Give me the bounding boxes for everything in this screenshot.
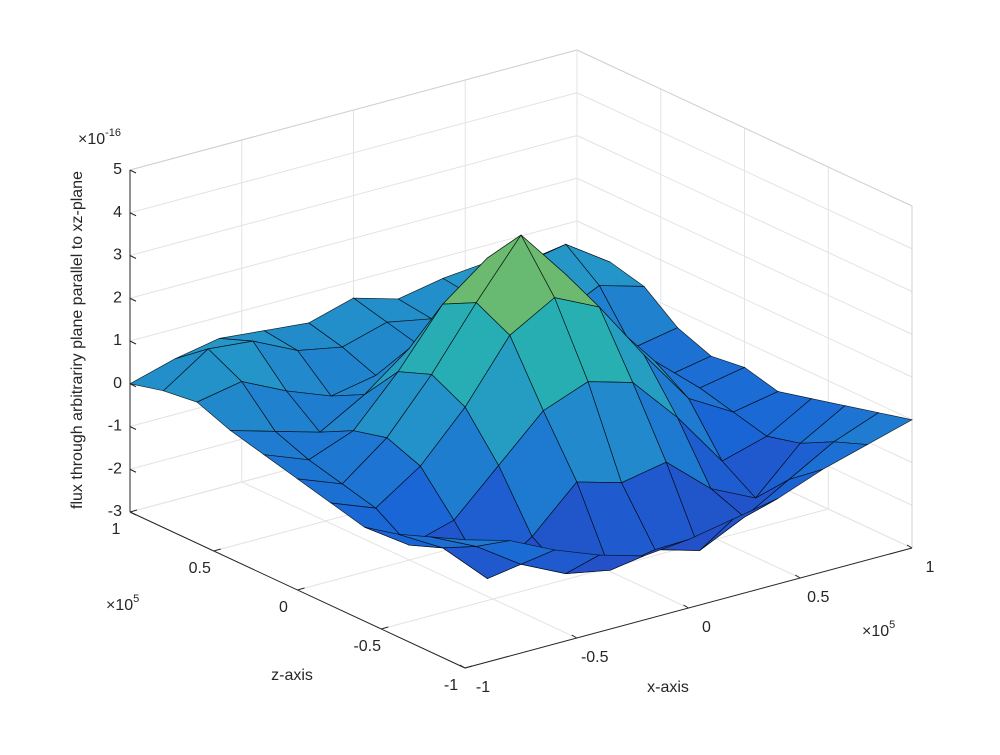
x-tick (794, 574, 801, 579)
z-tick (129, 297, 137, 302)
z-tick (129, 511, 137, 516)
z-tick (129, 340, 137, 345)
y-tick (381, 626, 389, 630)
x-multiplier-power: 5 (889, 619, 895, 631)
surface-patch (431, 536, 510, 547)
z-multiplier: ×10-16 (78, 127, 121, 148)
y-tick (297, 587, 305, 591)
x-tick (683, 604, 689, 609)
y-axis-label: z-axis (271, 667, 313, 684)
y-tick (213, 548, 221, 552)
y-tick-label: 0 (279, 599, 288, 616)
z-tick-label: 4 (113, 204, 122, 221)
x-axis-label: x-axis (647, 679, 689, 696)
z-tick-label: 2 (113, 289, 122, 306)
z-multiplier-base: ×10 (78, 131, 105, 148)
z-tick-label: 0 (113, 375, 122, 392)
z-tick (129, 426, 137, 430)
x-tick (459, 664, 466, 669)
y-tick-label: 1 (112, 521, 121, 538)
x-tick-label: 1 (926, 559, 935, 576)
y-multiplier-power: 5 (133, 593, 139, 605)
y-tick (129, 509, 138, 513)
y-multiplier: ×105 (106, 593, 139, 614)
z-tick (129, 212, 137, 217)
box-edge (576, 49, 913, 207)
x-tick-label: -1 (476, 679, 490, 696)
z-tick-label: -2 (108, 460, 122, 477)
x-tick-label: -0.5 (581, 649, 609, 666)
y-multiplier-base: ×10 (106, 597, 133, 614)
x-tick (906, 544, 913, 549)
z-tick-label: 5 (113, 161, 122, 178)
z-multiplier-power: -16 (105, 127, 121, 139)
y-tick-label: -1 (444, 677, 458, 694)
z-tick-label: 1 (113, 332, 122, 349)
x-multiplier: ×105 (862, 619, 895, 640)
z-tick (129, 468, 137, 473)
y-tick-label: -0.5 (353, 638, 381, 655)
x-tick-label: 0 (702, 619, 711, 636)
y-tick-label: 0.5 (189, 560, 211, 577)
x-tick (571, 634, 578, 639)
box-edge (129, 49, 578, 171)
z-tick-label: -1 (108, 418, 122, 435)
z-tick (129, 255, 137, 259)
z-tick (129, 169, 137, 174)
surface (129, 234, 913, 580)
z-tick-label: 3 (113, 247, 122, 264)
y-tick (464, 665, 473, 669)
z-tick (129, 383, 137, 388)
z-tick-label: -3 (108, 503, 122, 520)
x-multiplier-base: ×10 (862, 623, 889, 640)
x-tick-label: 0.5 (807, 589, 829, 606)
axes: -3 -2 -1 0 1 2 3 4 5 -1 -0.5 0 0.5 1 -1 -0.5 0 0.5 1 (108, 161, 935, 696)
z-axis-label: flux through arbitrariry plane parallel … (69, 171, 86, 509)
